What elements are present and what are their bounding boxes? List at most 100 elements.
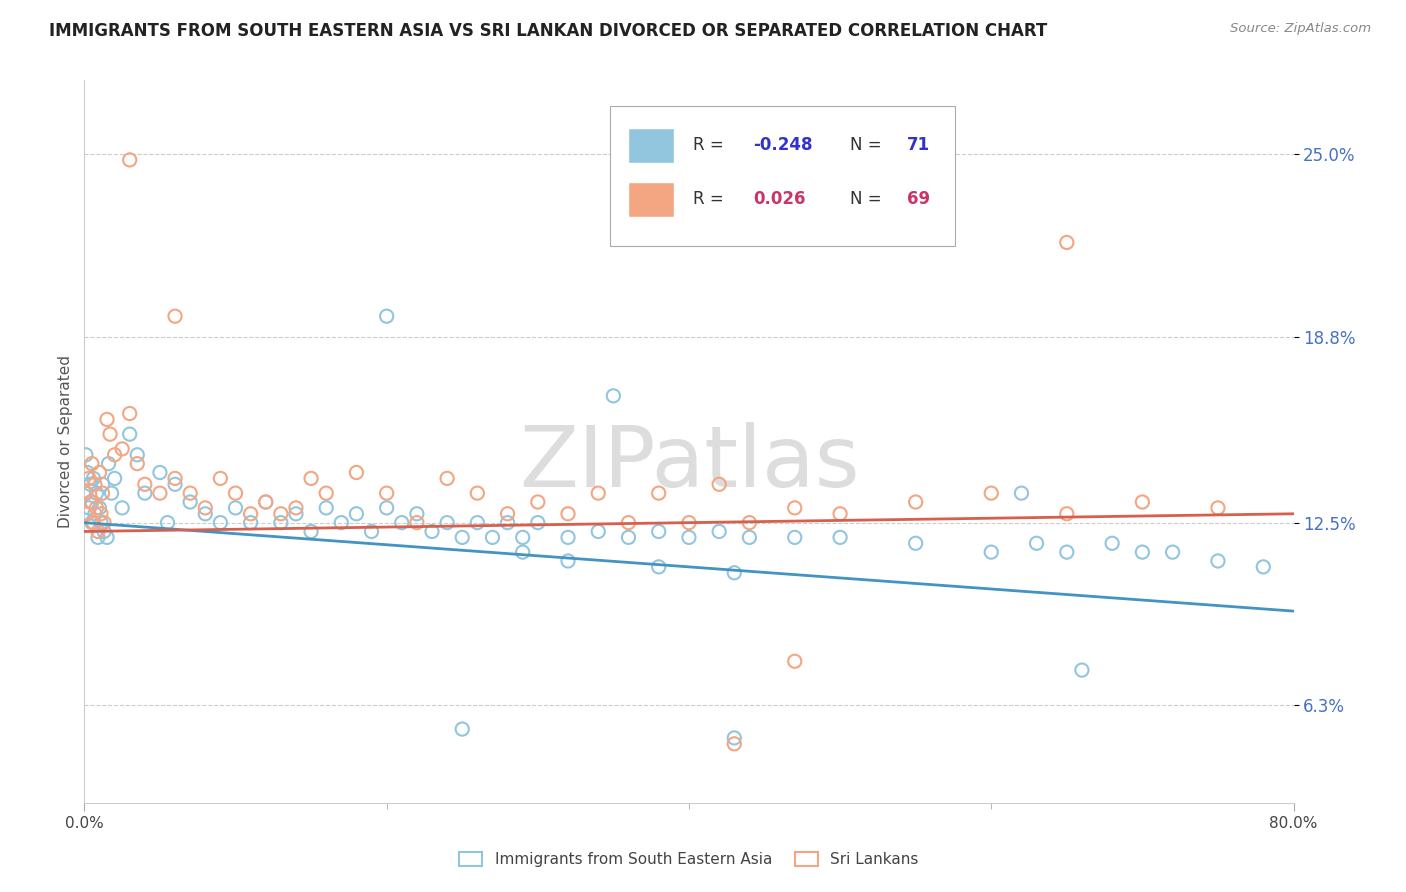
Point: [360, 524, 382, 539]
Point: [80, 495, 103, 509]
Point: [209, 516, 232, 530]
FancyBboxPatch shape: [610, 105, 955, 246]
Y-axis label: Divorced or Separated: Divorced or Separated: [58, 355, 73, 528]
Point: [179, 486, 201, 500]
Point: [97, 457, 120, 471]
Point: [91, 477, 114, 491]
Point: [165, 477, 187, 491]
Point: [75, 486, 97, 500]
Point: [285, 507, 308, 521]
Point: [165, 309, 187, 323]
Point: [481, 530, 503, 544]
Point: [156, 516, 179, 530]
Point: [346, 507, 368, 521]
Point: [723, 566, 745, 580]
Point: [82, 516, 104, 530]
Point: [617, 530, 640, 544]
Point: [89, 466, 111, 480]
Point: [93, 516, 115, 530]
Point: [709, 524, 731, 539]
Text: ZIPatlas: ZIPatlas: [519, 422, 859, 505]
Point: [87, 530, 110, 544]
Point: [375, 309, 398, 323]
Point: [254, 495, 277, 509]
Point: [904, 536, 927, 550]
Point: [79, 495, 101, 509]
Point: [225, 486, 247, 500]
Text: N =: N =: [849, 191, 887, 209]
Point: [93, 524, 115, 539]
Point: [225, 500, 247, 515]
Point: [315, 486, 337, 500]
Point: [783, 530, 806, 544]
Point: [527, 516, 550, 530]
Point: [111, 500, 134, 515]
Point: [80, 516, 103, 530]
Point: [285, 500, 308, 515]
Text: 0.026: 0.026: [754, 191, 806, 209]
Point: [270, 516, 292, 530]
Point: [1132, 495, 1154, 509]
Point: [90, 507, 112, 521]
Text: N =: N =: [849, 136, 887, 154]
Point: [406, 516, 429, 530]
Point: [77, 500, 100, 515]
Point: [239, 516, 262, 530]
Point: [1011, 486, 1033, 500]
FancyBboxPatch shape: [628, 128, 675, 162]
Point: [209, 471, 232, 485]
Point: [270, 507, 292, 521]
Point: [512, 530, 534, 544]
Point: [375, 500, 398, 515]
Point: [980, 545, 1002, 559]
Point: [467, 516, 489, 530]
Point: [451, 530, 474, 544]
Point: [127, 448, 149, 462]
Point: [118, 153, 141, 167]
Point: [512, 545, 534, 559]
Point: [738, 530, 761, 544]
Point: [84, 507, 107, 521]
Point: [79, 477, 101, 491]
Point: [194, 507, 217, 521]
Point: [451, 722, 474, 736]
Point: [1253, 560, 1275, 574]
Text: 71: 71: [907, 136, 929, 154]
Point: [436, 516, 458, 530]
Point: [134, 477, 156, 491]
Point: [149, 466, 172, 480]
Point: [830, 530, 852, 544]
Point: [648, 524, 671, 539]
Point: [783, 500, 806, 515]
Point: [1161, 545, 1184, 559]
Point: [86, 486, 108, 500]
Point: [346, 466, 368, 480]
Point: [84, 477, 107, 491]
Point: [602, 389, 624, 403]
Point: [98, 427, 121, 442]
Point: [1132, 545, 1154, 559]
Point: [127, 457, 149, 471]
Point: [75, 486, 97, 500]
Point: [904, 495, 927, 509]
Text: R =: R =: [693, 191, 734, 209]
Point: [1056, 545, 1078, 559]
Text: R =: R =: [693, 136, 728, 154]
Point: [87, 524, 110, 539]
Point: [783, 654, 806, 668]
Point: [467, 486, 489, 500]
Point: [436, 471, 458, 485]
Point: [678, 516, 700, 530]
Point: [165, 471, 187, 485]
Point: [391, 516, 413, 530]
Point: [738, 516, 761, 530]
Point: [1206, 554, 1229, 568]
Legend: Immigrants from South Eastern Asia, Sri Lankans: Immigrants from South Eastern Asia, Sri …: [460, 853, 918, 867]
Text: 69: 69: [907, 191, 929, 209]
Point: [104, 471, 127, 485]
FancyBboxPatch shape: [628, 182, 675, 217]
Point: [82, 471, 104, 485]
Point: [134, 486, 156, 500]
Point: [104, 448, 127, 462]
Point: [330, 516, 353, 530]
